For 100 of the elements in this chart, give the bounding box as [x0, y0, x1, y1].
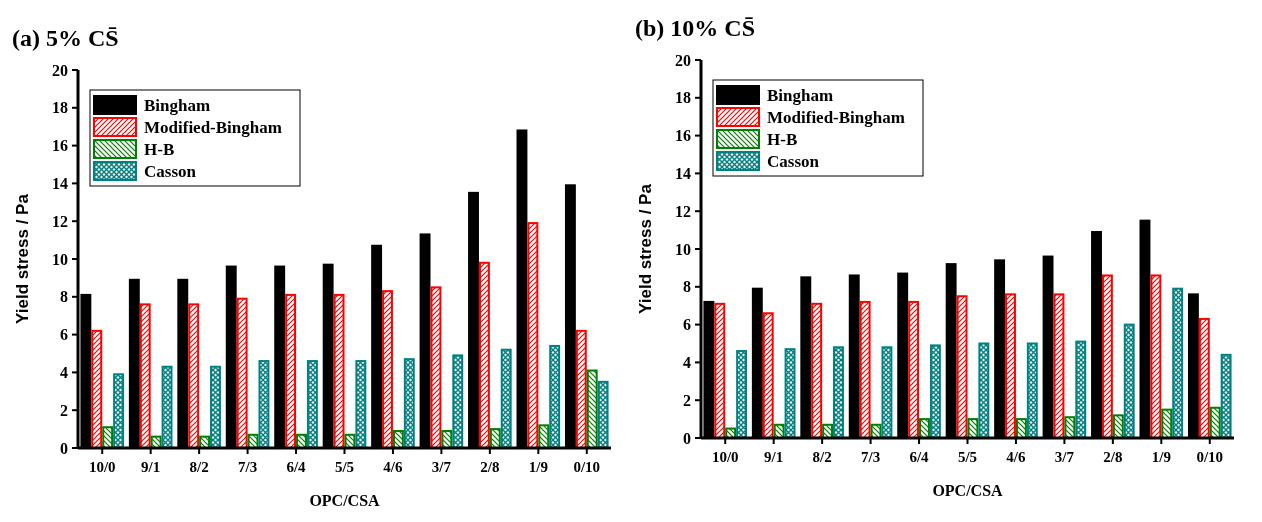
bar [1161, 408, 1173, 439]
x-axis-title: OPC/CSA [932, 482, 1004, 499]
y-tick-label: 2 [60, 401, 68, 419]
bar [139, 303, 151, 449]
y-tick-label: 4 [683, 354, 691, 371]
x-tick-label: 1/9 [528, 459, 548, 475]
bar [1150, 274, 1162, 439]
y-tick-label: 2 [683, 391, 691, 409]
bar [833, 346, 844, 439]
bar [736, 350, 748, 439]
bar [478, 261, 490, 449]
x-tick-label: 9/1 [764, 449, 784, 465]
bar [1209, 406, 1221, 439]
bar [1220, 353, 1232, 439]
chart-title: (b) 10% CS̄ [635, 15, 756, 41]
bar [102, 426, 114, 449]
y-tick-label: 14 [52, 175, 68, 192]
x-tick-label: 2/8 [480, 459, 500, 475]
bar [333, 293, 345, 449]
bar [258, 360, 270, 449]
y-tick-label: 14 [675, 165, 691, 182]
bar [1198, 317, 1210, 439]
bar [919, 418, 930, 439]
y-tick-label: 20 [675, 51, 691, 69]
bar [500, 348, 512, 449]
bar [597, 380, 609, 449]
x-tick-label: 10/0 [88, 459, 116, 475]
y-tick-label: 18 [675, 89, 691, 107]
bar [236, 297, 248, 449]
y-tick-label: 8 [60, 288, 68, 306]
bar [452, 354, 464, 449]
bar [403, 358, 415, 449]
chart-title: (a) 5% CS̄ [12, 25, 119, 51]
bar [392, 429, 404, 449]
x-axis-title: OPC/CSA [309, 492, 381, 509]
y-axis-title: Yield stress / Pa [13, 193, 32, 324]
x-tick-label: 9/1 [141, 459, 161, 475]
bar [1026, 342, 1038, 439]
legend-label: Modified-Bingham [767, 107, 905, 127]
bar [355, 360, 367, 449]
x-tick-label: 5/5 [957, 449, 978, 465]
bar [188, 303, 200, 449]
bar [527, 222, 539, 449]
y-tick-label: 4 [60, 364, 68, 381]
bar [430, 286, 442, 449]
x-tick-label: 8/2 [812, 449, 832, 465]
bar [956, 295, 968, 439]
x-tick-label: 2/8 [1103, 449, 1123, 465]
bar [1112, 414, 1124, 439]
x-tick-label: 6/4 [286, 459, 307, 475]
bar [811, 302, 823, 439]
bar [382, 290, 393, 449]
y-tick-label: 6 [60, 326, 68, 344]
bar [1005, 293, 1016, 439]
bar [549, 344, 561, 449]
bar [306, 360, 318, 449]
legend-label: Modified-Bingham [144, 117, 282, 137]
bar [210, 365, 221, 449]
y-tick-label: 16 [52, 137, 68, 155]
bar [929, 344, 941, 439]
x-tick-label: 8/2 [189, 459, 209, 475]
bar [441, 429, 453, 449]
bar [575, 329, 587, 449]
legend-label: Casson [144, 161, 197, 181]
bar [714, 302, 726, 439]
bar [538, 424, 550, 449]
legend-label: H-B [767, 129, 798, 149]
y-tick-label: 0 [683, 429, 691, 447]
bar [161, 365, 173, 449]
x-tick-label: 4/6 [1006, 449, 1027, 465]
bar [285, 293, 297, 449]
y-tick-label: 12 [52, 212, 68, 230]
bar [489, 428, 501, 449]
x-tick-label: 7/3 [238, 459, 258, 475]
y-tick-label: 10 [675, 240, 691, 258]
y-axis-title: Yield stress / Pa [636, 183, 655, 314]
y-tick-label: 20 [52, 61, 68, 79]
x-tick-label: 3/7 [1054, 449, 1075, 465]
y-tick-label: 0 [60, 439, 68, 457]
legend-label: H-B [144, 139, 175, 159]
y-tick-label: 10 [52, 250, 68, 268]
y-tick-label: 12 [675, 202, 691, 220]
bar [978, 342, 990, 439]
bar [1172, 287, 1184, 439]
x-tick-label: 0/10 [573, 459, 601, 475]
x-tick-label: 0/10 [1196, 449, 1224, 465]
legend-label: Bingham [144, 95, 211, 115]
x-tick-label: 10/0 [711, 449, 739, 465]
bar [762, 312, 774, 439]
legend-label: Casson [767, 151, 820, 171]
bar [1053, 293, 1065, 439]
bar [859, 300, 871, 439]
y-tick-label: 6 [683, 316, 691, 334]
x-tick-label: 6/4 [909, 449, 930, 465]
x-tick-label: 7/3 [861, 449, 881, 465]
x-tick-label: 1/9 [1151, 449, 1171, 465]
bar [881, 346, 893, 439]
y-tick-label: 18 [52, 99, 68, 117]
bar [1064, 416, 1076, 439]
x-tick-label: 3/7 [431, 459, 452, 475]
